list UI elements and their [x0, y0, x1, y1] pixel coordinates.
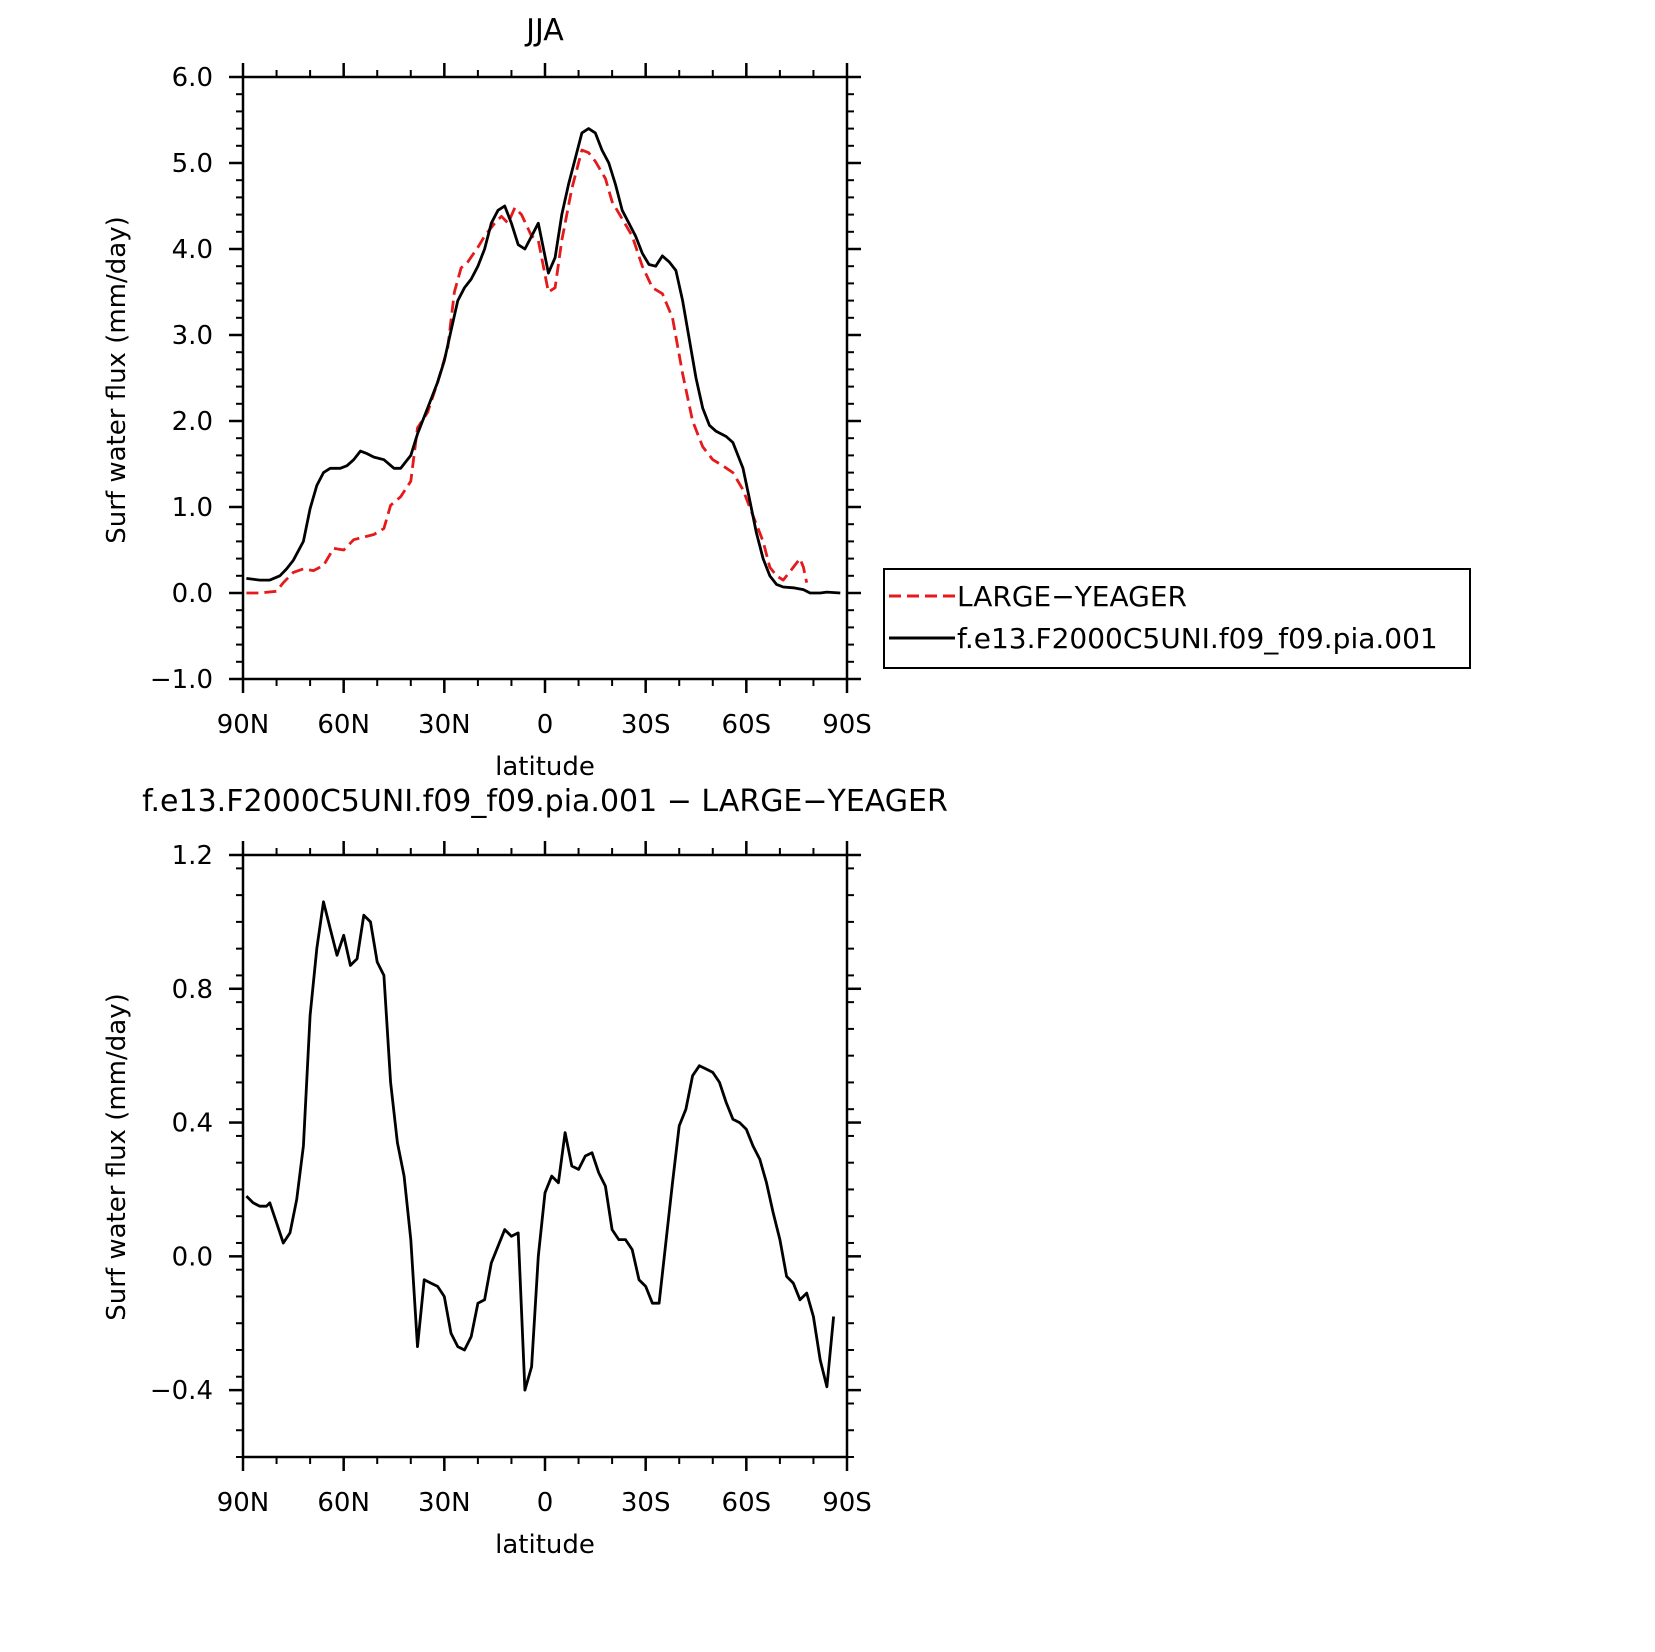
legend-box: [883, 568, 1471, 669]
x-tick-label: 90S: [822, 1488, 872, 1518]
y-axis-label: Surf water flux (mm/day): [102, 993, 132, 1320]
x-tick-label: 30N: [418, 1488, 471, 1518]
data-lines: [246, 127, 841, 595]
chart-title: f.e13.F2000C5UNI.f09_f09.pia.001 − LARGE…: [142, 784, 948, 819]
x-tick-label: 30S: [621, 1488, 671, 1518]
y-tick-label: 3.0: [172, 321, 213, 351]
y-tick-labels: 1.2 0.8 0.4 0.0 −0.4: [150, 841, 213, 1406]
plot-frame: [241, 853, 849, 1459]
chart-title: JJA: [524, 13, 564, 48]
x-tick-label: 30N: [418, 710, 471, 740]
y-tick-label: 0.0: [172, 579, 213, 609]
x-axis-label: latitude: [495, 752, 595, 782]
x-tick-labels: 90N 60N 30N 0 30S 60S 90S: [217, 1488, 872, 1518]
axis-ticks: [229, 841, 861, 1471]
y-tick-label: 0.8: [172, 975, 213, 1005]
x-tick-label: 60N: [317, 710, 370, 740]
y-tick-label: −1.0: [150, 665, 213, 695]
series-line-0: [245, 900, 835, 1392]
y-tick-label: 5.0: [172, 149, 213, 179]
top-chart: JJA Surf water flux (mm/day) latitude 6.…: [102, 13, 872, 782]
x-axis-label: latitude: [495, 1530, 595, 1560]
x-tick-label: 60N: [317, 1488, 370, 1518]
bottom-chart: f.e13.F2000C5UNI.f09_f09.pia.001 − LARGE…: [102, 784, 948, 1560]
x-tick-label: 0: [537, 710, 554, 740]
y-tick-label: 6.0: [172, 63, 213, 93]
y-tick-labels: 6.0 5.0 4.0 3.0 2.0 1.0 0.0 −1.0: [150, 63, 213, 695]
series-line-1: [246, 127, 841, 595]
plot-frame: [241, 75, 849, 681]
y-tick-label: 0.0: [172, 1242, 213, 1272]
legend-label-model: f.e13.F2000C5UNI.f09_f09.pia.001: [957, 622, 1438, 655]
legend: LARGE−YEAGER f.e13.F2000C5UNI.f09_f09.pi…: [883, 568, 1471, 669]
y-tick-label: 0.4: [172, 1109, 213, 1139]
y-tick-label: 4.0: [172, 235, 213, 265]
legend-label-large-yeager: LARGE−YEAGER: [957, 580, 1187, 613]
x-tick-labels: 90N 60N 30N 0 30S 60S 90S: [217, 710, 872, 740]
y-tick-label: 1.0: [172, 493, 213, 523]
data-lines: [245, 900, 835, 1392]
x-tick-label: 0: [537, 1488, 554, 1518]
axis-ticks: [229, 63, 861, 693]
y-axis-label: Surf water flux (mm/day): [102, 216, 132, 543]
series-line-0: [246, 148, 809, 595]
y-tick-label: −0.4: [150, 1376, 213, 1406]
x-tick-label: 90S: [822, 710, 872, 740]
y-tick-label: 1.2: [172, 841, 213, 871]
x-tick-label: 90N: [217, 710, 270, 740]
y-tick-label: 2.0: [172, 407, 213, 437]
x-tick-label: 30S: [621, 710, 671, 740]
x-tick-label: 60S: [722, 1488, 772, 1518]
x-tick-label: 60S: [722, 710, 772, 740]
x-tick-label: 90N: [217, 1488, 270, 1518]
